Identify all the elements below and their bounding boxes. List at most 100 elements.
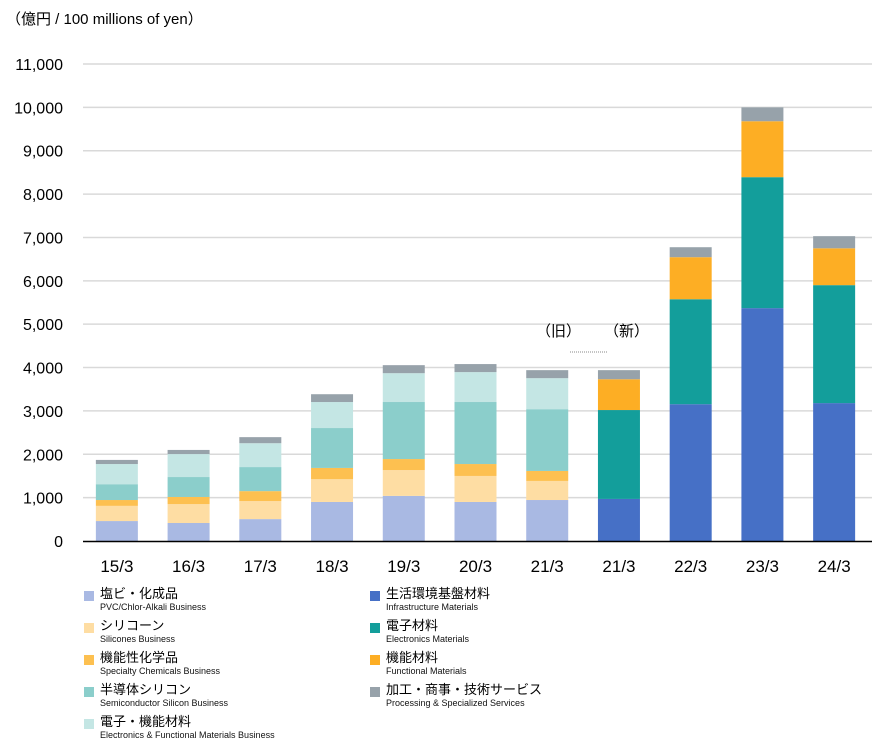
bar-segment <box>95 484 138 501</box>
bar-segment <box>669 257 712 300</box>
bar-segment <box>454 475 497 502</box>
legend-swatch <box>370 687 380 697</box>
bar-segment <box>167 449 210 455</box>
legend-item: 機能材料 Functional Materials <box>370 650 770 684</box>
bar-segment <box>669 247 712 258</box>
bar-segment <box>167 477 210 497</box>
y-tick-label: 4,000 <box>23 361 63 378</box>
y-tick-label: 6,000 <box>23 274 63 291</box>
bar-segment <box>813 403 856 541</box>
bar-segment <box>95 464 138 485</box>
bar-segment <box>669 404 712 541</box>
legend-label: シリコーン <box>100 618 165 633</box>
legend-swatch <box>84 687 94 697</box>
bar-segment <box>239 501 282 520</box>
bar-segment <box>597 410 640 499</box>
bar-segment <box>454 464 497 476</box>
legend-swatch <box>370 623 380 633</box>
bar-segment <box>597 379 640 411</box>
bar-segment <box>454 402 497 465</box>
bar-segment <box>95 521 138 541</box>
bar-segment <box>526 480 569 501</box>
y-tick-label: 8,000 <box>23 187 63 204</box>
legend-label: 機能性化学品 <box>100 650 179 665</box>
legend-label: 電子材料 <box>386 618 439 633</box>
bar-segment <box>95 459 138 465</box>
x-tick-label: 21/3 <box>531 557 564 576</box>
legend-label-en: Electronics & Functional Materials Busin… <box>100 730 275 740</box>
unit-label: （億円 / 100 millions of yen） <box>6 11 203 28</box>
legend-label-en: Processing & Specialized Services <box>386 698 525 708</box>
bar-segment <box>526 370 569 379</box>
bar-segment <box>454 364 497 373</box>
x-tick-label: 23/3 <box>746 557 779 576</box>
bar-segment <box>597 370 640 380</box>
legend-label: 機能材料 <box>386 650 439 665</box>
legend-swatch <box>84 719 94 729</box>
bar-segment <box>311 501 354 541</box>
legend-label: 電子・機能材料 <box>100 714 192 729</box>
bar-segment <box>526 470 569 481</box>
x-tick-label: 20/3 <box>459 557 492 576</box>
bar-segment <box>95 500 138 506</box>
bar-segment <box>526 378 569 410</box>
legend-label-en: PVC/Chlor-Alkali Business <box>100 602 207 612</box>
bar-segment <box>813 285 856 404</box>
legend-label-en: Silicones Business <box>100 634 176 644</box>
legend-label: 生活環境基盤材料 <box>386 586 491 601</box>
legend-item: 機能性化学品 Specialty Chemicals Business <box>84 650 484 684</box>
legend-swatch <box>84 655 94 665</box>
legend-label: 塩ビ・化成品 <box>100 586 179 601</box>
stacked-bar-chart: 0 1,000 2,000 3,000 4,000 5,000 6,000 7,000 8,00… <box>14 57 872 576</box>
bar-segment <box>813 236 856 249</box>
bar-segment <box>167 496 210 505</box>
bar-segment <box>167 454 210 478</box>
bar-segment <box>239 519 282 541</box>
bar-segment <box>813 248 856 286</box>
legend-item: 電子材料 Electronics Materials <box>370 618 770 652</box>
legend-swatch <box>84 591 94 601</box>
x-tick-label: 15/3 <box>100 557 133 576</box>
bar-segment <box>669 299 712 405</box>
bar-segment <box>382 373 425 403</box>
legend-item: 加工・商事・技術サービス Processing & Specialized Ser… <box>370 682 770 716</box>
bar-segment <box>741 121 784 178</box>
y-tick-label: 9,000 <box>23 144 63 161</box>
bar-segment <box>382 495 425 541</box>
bar-segment <box>239 467 282 492</box>
y-tick-label: 5,000 <box>23 317 63 334</box>
bar-segment <box>382 365 425 374</box>
legend-item: 生活環境基盤材料 Infrastructure Materials <box>370 586 770 620</box>
legend-item: 電子・機能材料 Electronics & Functional Material… <box>84 714 484 748</box>
legend-label: 加工・商事・技術サービス <box>386 682 543 697</box>
legend-item: 塩ビ・化成品 PVC/Chlor-Alkali Business <box>84 586 484 620</box>
x-tick-label: 16/3 <box>172 557 205 576</box>
bar-segment <box>382 470 425 496</box>
legend-swatch <box>84 623 94 633</box>
legend-swatch <box>370 655 380 665</box>
y-tick-label: 7,000 <box>23 230 63 247</box>
y-tick-label: 10,000 <box>14 100 63 117</box>
bar-segment <box>311 467 354 480</box>
annotation-old: （旧） <box>536 323 582 340</box>
x-tick-label: 21/3 <box>602 557 635 576</box>
bar-segment <box>239 491 282 502</box>
x-tick-label: 19/3 <box>387 557 420 576</box>
y-tick-label: 2,000 <box>23 447 63 464</box>
bar-segment <box>311 394 354 403</box>
bar-segment <box>382 459 425 471</box>
y-tick-label: 0 <box>54 534 63 551</box>
x-tick-label: 22/3 <box>674 557 707 576</box>
bar-segment <box>95 505 138 522</box>
x-tick-label: 17/3 <box>244 557 277 576</box>
legend-label-en: Electronics Materials <box>386 634 470 644</box>
bar-segment <box>454 372 497 403</box>
legend-label-en: Infrastructure Materials <box>386 602 479 612</box>
bar-segment <box>741 308 784 541</box>
bar-segment <box>167 504 210 524</box>
bar-segment <box>382 402 425 460</box>
legend-item: 半導体シリコン Semiconductor Silicon Business <box>84 682 484 716</box>
legend-swatch <box>370 591 380 601</box>
bar-segment <box>454 501 497 541</box>
bar-segment <box>311 402 354 429</box>
